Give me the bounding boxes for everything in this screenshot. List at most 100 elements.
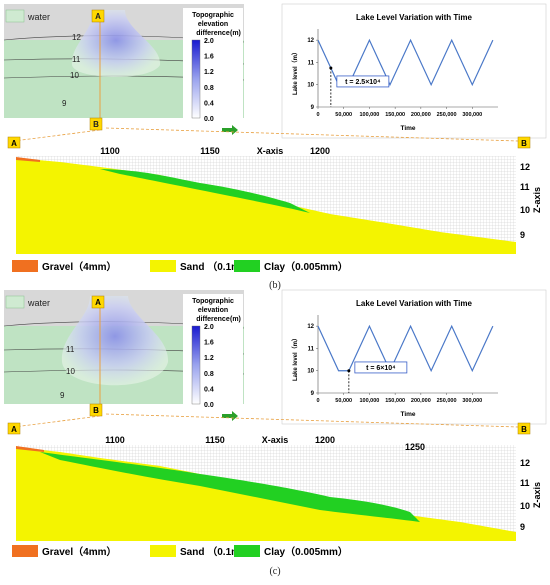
gravel-layer [16, 446, 44, 452]
section-x-tick: 1200 [310, 146, 330, 156]
section-x-title: X-axis [262, 435, 289, 445]
section-z-tick: 9 [520, 522, 525, 532]
water-label: water [27, 298, 50, 308]
colorbar-title: difference [196, 316, 230, 323]
legend-label: Gravel（4mm） [42, 545, 116, 558]
clay-layer [100, 169, 310, 213]
chart-x-tick-label: 200,000 [411, 112, 431, 118]
water-label: water [27, 12, 50, 22]
section-z-tick: 10 [520, 501, 530, 511]
colorbar-title: (m) [230, 316, 241, 323]
legend-swatch [234, 260, 260, 272]
chart-x-tick-label: 100,000 [359, 398, 379, 404]
section-x-tick: 1250 [405, 442, 425, 452]
water-swatch [5, 295, 25, 309]
arrow-icon [222, 125, 238, 135]
section-z-title: Z-axis [532, 187, 542, 213]
colorbar-tick-label: 0.4 [204, 386, 214, 393]
section-x-tick: 1100 [105, 435, 125, 445]
chart-y-tick-label: 12 [307, 324, 314, 330]
chart-ylabel: Lake level（m） [291, 335, 299, 381]
contour-label: 10 [70, 71, 79, 80]
legend-swatch [150, 260, 176, 272]
chart-x-tick-label: 150,000 [385, 398, 405, 404]
colorbar-ticks: 2.0 1.6 1.2 0.8 0.4 0.0 [204, 38, 214, 123]
chart-y-tick-label: 9 [311, 105, 315, 111]
legend-c: Gravel（4mm） Sand （0.1mm） Clay（0.005mm） [12, 545, 348, 558]
water-swatch [5, 9, 25, 23]
chart-ylabel: Lake level（m） [291, 49, 299, 95]
colorbar-tick-label: 2.0 [204, 324, 214, 331]
legend-swatch [234, 545, 260, 557]
chart-series-line [317, 324, 494, 373]
legend-label: Gravel（4mm） [42, 260, 116, 273]
lake-level-chart-c: Lake Level Variation with Time Time Lake… [281, 289, 547, 425]
section-start-label: A [11, 139, 17, 148]
section-z-tick: 11 [520, 182, 530, 192]
colorbar-title: Topographic [192, 298, 234, 305]
section-z-tick: 11 [520, 478, 530, 488]
section-x-title: X-axis [257, 146, 284, 156]
chart-x-tick-label: 300,000 [462, 398, 482, 404]
section-x-tick: 1100 [100, 146, 120, 156]
section-end-label: B [521, 425, 527, 434]
chart-x-tick-label: 150,000 [385, 112, 405, 118]
caption-c: (c) [269, 566, 281, 577]
connector-line [13, 415, 101, 428]
legend-swatch [12, 545, 38, 557]
section-x-tick: 1150 [205, 435, 225, 445]
map-b: water 12 11 10 9 A B Topographic elevati… [3, 4, 245, 135]
section-start-label: A [11, 425, 17, 434]
legend-swatch [12, 260, 38, 272]
chart-x-tick-label: 50,000 [335, 398, 352, 404]
section-end-badge [517, 136, 531, 149]
legend-label: Clay（0.005mm） [264, 260, 348, 273]
colorbar-tick-label: 1.6 [204, 54, 214, 61]
section-start-label: A [95, 12, 101, 21]
panel-c: water 11 10 9 A B Topographic elevation … [3, 289, 547, 558]
section-start-badge [91, 295, 105, 309]
chart-y-tick-label: 12 [307, 38, 314, 44]
chart-x-tick-label: 100,000 [359, 112, 379, 118]
chart-y-tick-label: 9 [311, 391, 315, 397]
lake-level-chart-b: Lake Level Variation with Time Time Lake… [281, 3, 547, 139]
section-end-badge [89, 403, 103, 417]
time-marker-point [329, 66, 333, 70]
gravel-layer [16, 157, 40, 162]
chart-x-tick-label: 300,000 [462, 112, 482, 118]
contour-label: 9 [60, 391, 65, 400]
colorbar-tick-label: 1.6 [204, 340, 214, 347]
colorbar-tick-label: 0.8 [204, 371, 214, 378]
chart-frame [281, 3, 547, 139]
chart-x-tick-label: 250,000 [437, 112, 457, 118]
section-z-tick: 10 [520, 205, 530, 215]
chart-x-tick-label: 50,000 [335, 112, 352, 118]
colorbar-title: difference [196, 30, 230, 37]
chart-frame [281, 289, 547, 425]
chart-x-tick-label: 200,000 [411, 398, 431, 404]
colorbar-tick-label: 0.0 [204, 402, 214, 409]
time-marker-point [347, 369, 351, 373]
colorbar-tick-label: 2.0 [204, 38, 214, 45]
section-z-title: Z-axis [532, 482, 542, 508]
section-end-badge [517, 422, 531, 435]
colorbar-gradient [191, 325, 201, 405]
chart-y-tick-label: 11 [308, 60, 315, 66]
section-x-tick: 1150 [200, 146, 220, 156]
connector-line [13, 129, 101, 142]
contour-label: 9 [62, 99, 67, 108]
section-end-badge [89, 117, 103, 131]
section-x-tick: 1200 [315, 435, 335, 445]
colorbar-title: elevation [198, 307, 228, 314]
section-start-badge [7, 422, 21, 435]
deposition-plume [61, 296, 169, 386]
section-start-label: A [95, 298, 101, 307]
time-annotation-label: t = 2.5×10⁴ [345, 79, 381, 86]
contour-label: 11 [66, 345, 75, 354]
colorbar-title: elevation [198, 21, 228, 28]
caption-b: (b) [269, 280, 281, 291]
contour-label: 12 [72, 33, 81, 42]
section-z-tick: 12 [520, 458, 530, 468]
colorbar-tick-label: 1.2 [204, 355, 214, 362]
clay-layer [40, 452, 420, 522]
